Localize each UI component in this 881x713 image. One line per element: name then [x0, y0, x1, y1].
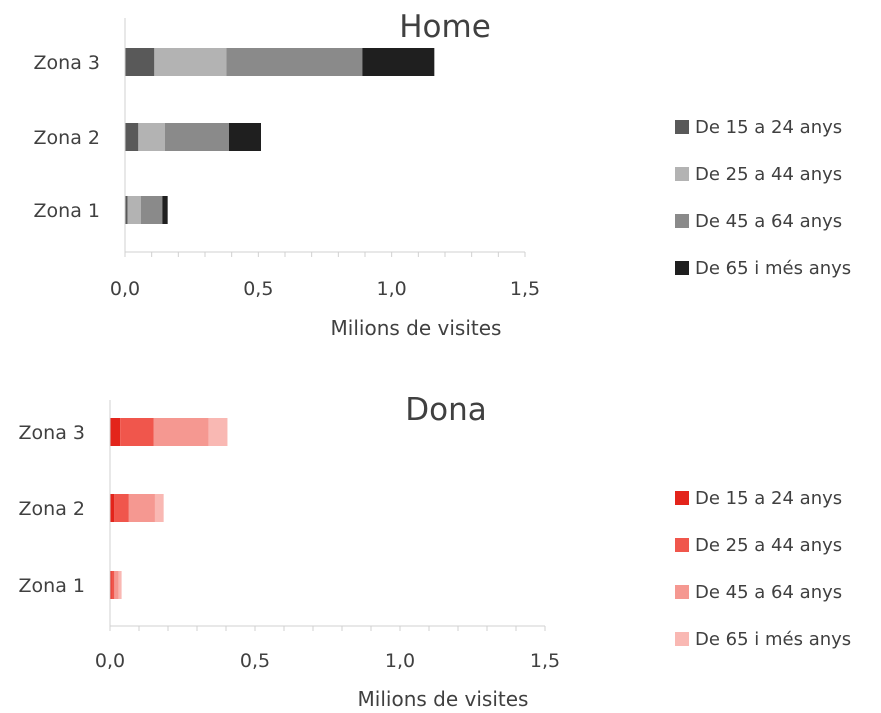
category-label: Zona 2 [34, 127, 100, 149]
x-tick-label: 1,5 [510, 278, 540, 300]
bar-segment [226, 48, 363, 76]
legend-swatch [675, 120, 689, 134]
bar-segment [208, 418, 228, 446]
bar-segment [114, 494, 129, 522]
bar-segment [114, 571, 119, 599]
bar-segment [120, 418, 154, 446]
legend-swatch [675, 261, 689, 275]
x-axis-label: Milions de visites [331, 316, 502, 340]
x-axis-label: Milions de visites [358, 687, 529, 711]
category-labels: Zona 1 Zona 2 Zona 3 [34, 52, 100, 222]
bar-segment [154, 494, 164, 522]
chart-title: Home [399, 9, 491, 45]
category-label: Zona 3 [34, 52, 100, 74]
bar-segment [153, 418, 209, 446]
bar-segment [110, 494, 115, 522]
bar-segment [141, 196, 163, 224]
legend-swatch [675, 632, 689, 646]
category-label: Zona 3 [19, 422, 85, 444]
legend-label: De 15 a 24 anys [695, 488, 842, 509]
bar-segment [162, 196, 168, 224]
chart-title: Dona [405, 392, 486, 428]
legend-swatch [675, 538, 689, 552]
chart-home: Home Zona 1 Zona 2 Zona 3 0,0 0,5 1,0 1,5 Mil… [34, 9, 852, 340]
bar-segment [125, 123, 139, 151]
legend-swatch [675, 585, 689, 599]
bar-segment [165, 123, 229, 151]
tick-labels: 0,0 0,5 1,0 1,5 [95, 650, 560, 672]
bar-segment [110, 571, 112, 599]
x-tick-label: 1,0 [377, 278, 407, 300]
legend-label: De 25 a 44 anys [695, 535, 842, 556]
tick-labels: 0,0 0,5 1,0 1,5 [110, 278, 540, 300]
x-tick-label: 1,5 [530, 650, 560, 672]
bar-segment [138, 123, 165, 151]
x-tick-label: 0,5 [243, 278, 273, 300]
legend-label: De 45 a 64 anys [695, 582, 842, 603]
bar-segment [154, 48, 227, 76]
category-label: Zona 1 [19, 575, 85, 597]
bar-segment [111, 571, 115, 599]
bar-segment [125, 48, 155, 76]
bar-segment [229, 123, 261, 151]
legend-swatch [675, 214, 689, 228]
bar-segment [118, 571, 122, 599]
legend-label: De 45 a 64 anys [695, 211, 842, 232]
x-tick-label: 0,0 [95, 650, 125, 672]
x-tick-label: 1,0 [385, 650, 415, 672]
bar-segment [110, 418, 121, 446]
legend-swatch [675, 491, 689, 505]
legend-label: De 65 i més anys [695, 629, 851, 650]
x-tick-label: 0,0 [110, 278, 140, 300]
chart-dona: Dona Zona 1 Zona 2 Zona 3 0,0 0,5 1,0 1,5 Mil… [19, 392, 852, 711]
legend: De 15 a 24 anys De 25 a 44 anys De 45 a 64… [675, 488, 851, 650]
category-label: Zona 2 [19, 498, 85, 520]
legend-label: De 25 a 44 anys [695, 164, 842, 185]
bars-group [110, 418, 228, 599]
bar-segment [127, 196, 141, 224]
bar-segment [362, 48, 435, 76]
legend-swatch [675, 167, 689, 181]
legend-label: De 65 i més anys [695, 258, 851, 279]
category-label: Zona 1 [34, 200, 100, 222]
axes-group [109, 400, 546, 631]
legend: De 15 a 24 anys De 25 a 44 anys De 45 a 64… [675, 117, 851, 279]
category-labels: Zona 1 Zona 2 Zona 3 [19, 422, 85, 597]
legend-label: De 15 a 24 anys [695, 117, 842, 138]
x-tick-label: 0,5 [240, 650, 270, 672]
bar-segment [125, 196, 128, 224]
bars-group [125, 48, 435, 224]
axes-group [124, 18, 526, 257]
bar-segment [128, 494, 155, 522]
